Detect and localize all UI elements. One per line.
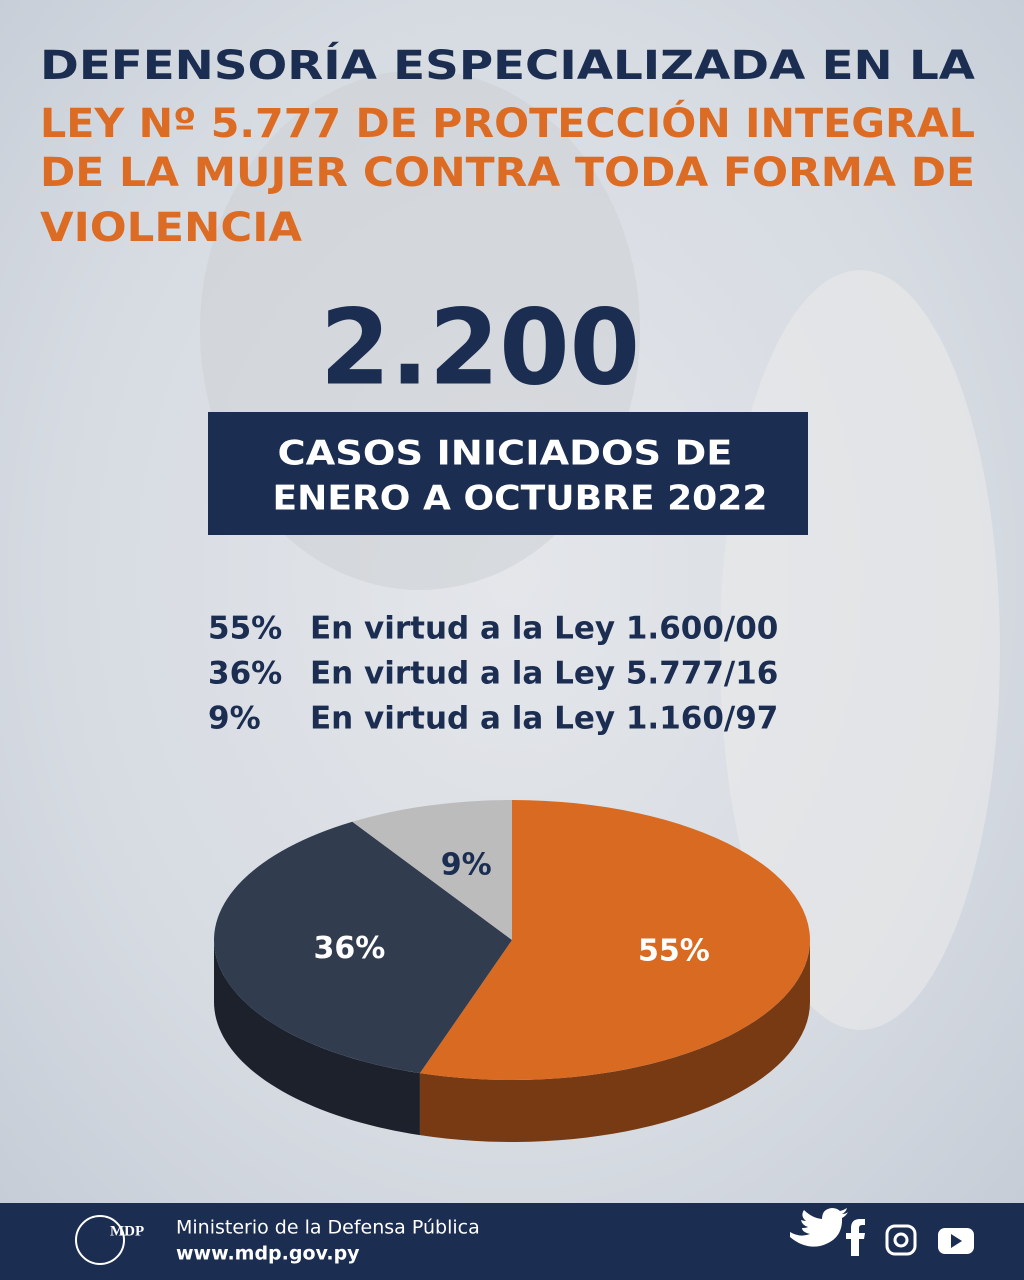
facebook-icon[interactable]: [846, 1219, 865, 1256]
subtitle-box: [208, 412, 808, 535]
slice-label: 9%: [441, 848, 492, 883]
slice-label: 36%: [313, 931, 385, 966]
footer-bar: [0, 1203, 1024, 1280]
title-line: LEY Nº 5.777 DE PROTECCIÓN INTEGRAL: [40, 99, 975, 147]
title-line: DE LA MUJER CONTRA TODA FORMA DE: [40, 150, 975, 196]
title-line: VIOLENCIA: [40, 205, 302, 251]
instagram-lens: [893, 1232, 909, 1248]
legend-value: 9%: [208, 701, 261, 737]
legend-label: En virtud a la Ley 1.600/00: [310, 611, 778, 647]
legend-label: En virtud a la Ley 5.777/16: [310, 656, 778, 692]
website: www.mdp.gov.py: [176, 1243, 360, 1265]
logo-emblem: [75, 1215, 125, 1265]
logo-text: MDP: [110, 1223, 144, 1239]
youtube-play: [951, 1234, 962, 1248]
twitter-icon[interactable]: [790, 1208, 848, 1247]
headline: 2.200: [320, 286, 640, 408]
subtitle-line: CASOS INICIADOS DE: [278, 434, 733, 474]
instagram-icon[interactable]: [885, 1224, 917, 1256]
legend-value: 36%: [208, 656, 282, 692]
pie-chart: 55% 36% 9%: [213, 800, 810, 1142]
legend-value: 55%: [208, 611, 282, 647]
slice-side: [214, 940, 420, 1136]
title-line: DEFENSORÍA ESPECIALIZADA EN LA: [40, 41, 975, 89]
subtitle-line: ENERO A OCTUBRE 2022: [273, 479, 768, 519]
slice-side: [419, 940, 810, 1142]
slice: [213, 821, 512, 1074]
organization: Ministerio de la Defensa Pública: [176, 1217, 480, 1239]
slice: [419, 800, 810, 1080]
legend-label: En virtud a la Ley 1.160/97: [310, 701, 778, 737]
slice: [352, 800, 512, 940]
slice-label: 55%: [638, 934, 710, 969]
